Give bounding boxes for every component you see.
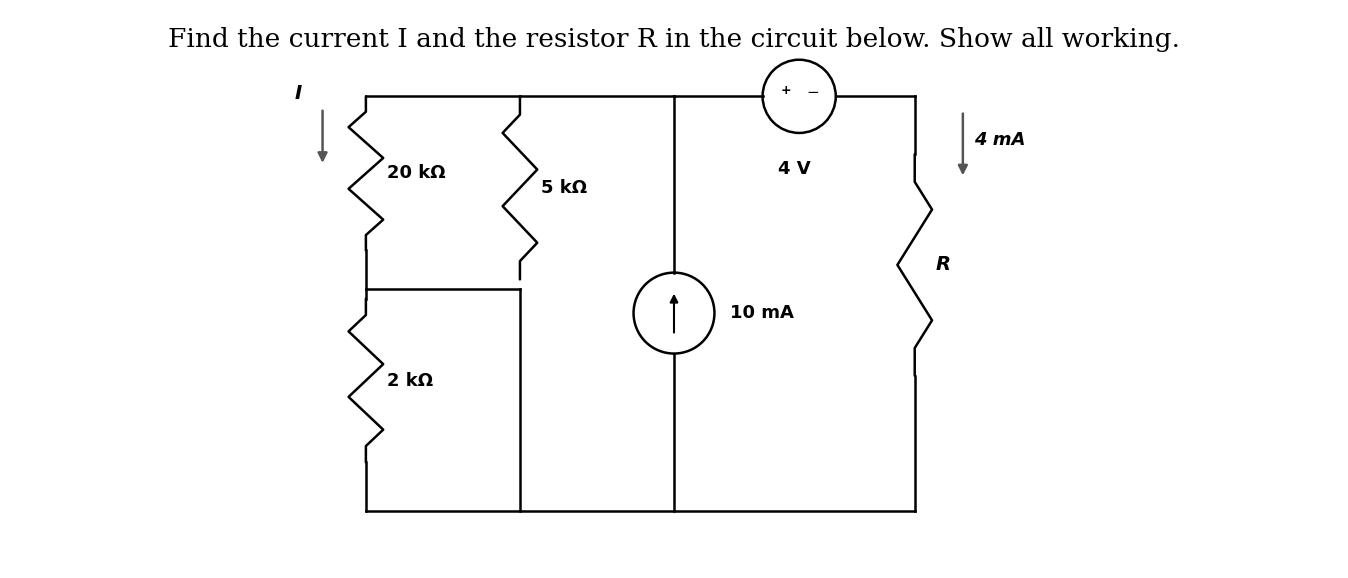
Text: I: I <box>295 84 302 103</box>
Text: −: − <box>806 85 820 100</box>
Text: +: + <box>780 84 791 97</box>
Text: 4 mA: 4 mA <box>975 131 1026 149</box>
Text: 4 V: 4 V <box>778 160 810 177</box>
Text: 2 kΩ: 2 kΩ <box>387 372 433 390</box>
Text: Find the current I and the resistor R in the circuit below. Show all working.: Find the current I and the resistor R in… <box>168 27 1180 52</box>
Text: 5 kΩ: 5 kΩ <box>541 179 588 197</box>
Text: 20 kΩ: 20 kΩ <box>387 164 446 183</box>
Text: R: R <box>936 255 950 275</box>
Text: 10 mA: 10 mA <box>729 304 794 322</box>
